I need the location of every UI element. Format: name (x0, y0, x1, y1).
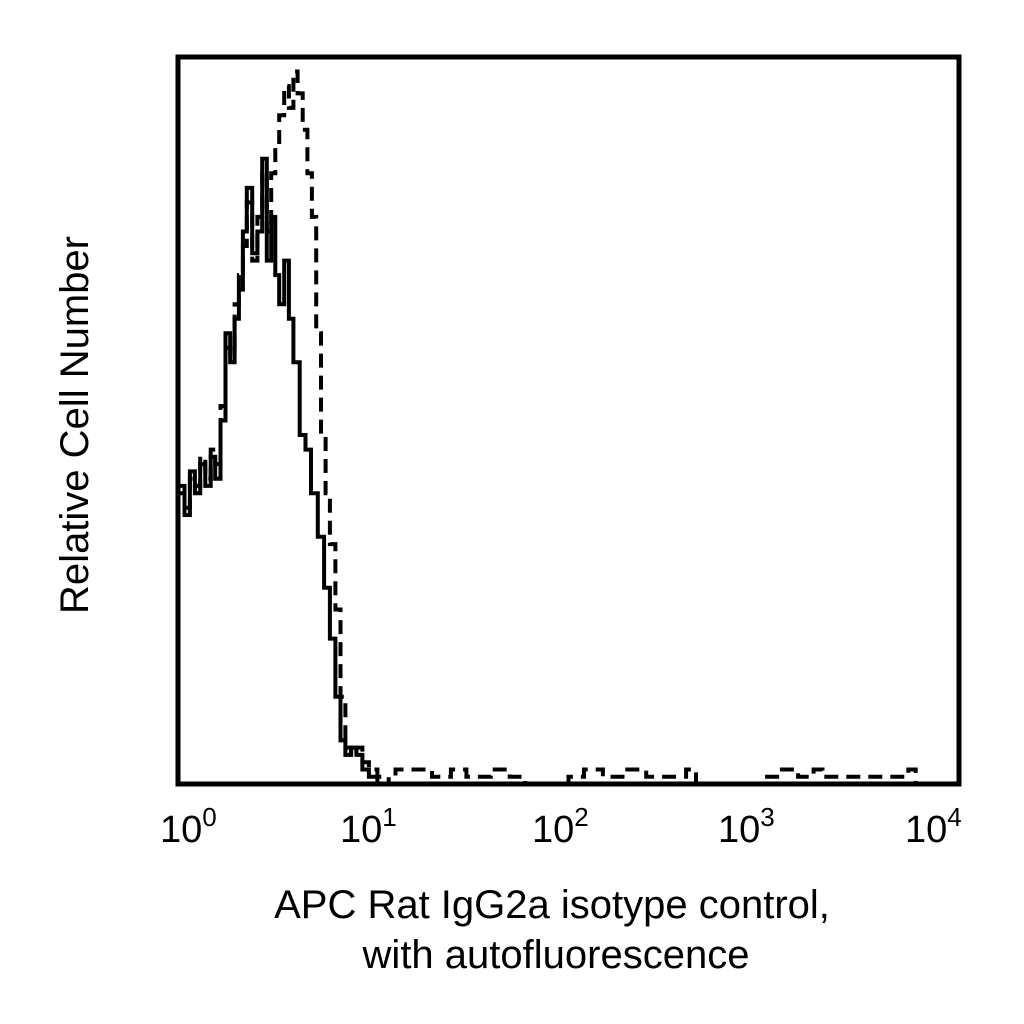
y-axis-label: Relative Cell Number (53, 236, 97, 614)
histogram-series-solid (178, 156, 959, 786)
plot-frame (175, 54, 962, 787)
x-tick-label: 103 (718, 802, 775, 851)
x-tick-labels: 100 101 102 103 104 (160, 802, 962, 851)
x-tick-label: 101 (340, 802, 397, 851)
x-axis-label-line-2: with autofluorescence (362, 933, 750, 977)
x-tick-label: 100 (160, 802, 217, 851)
histogram-series-dashed (178, 69, 959, 786)
x-tick-label: 104 (905, 802, 962, 851)
x-tick-label: 102 (532, 802, 589, 851)
x-axis-label-line-1: APC Rat IgG2a isotype control, (274, 883, 830, 927)
series-layer (178, 69, 959, 786)
